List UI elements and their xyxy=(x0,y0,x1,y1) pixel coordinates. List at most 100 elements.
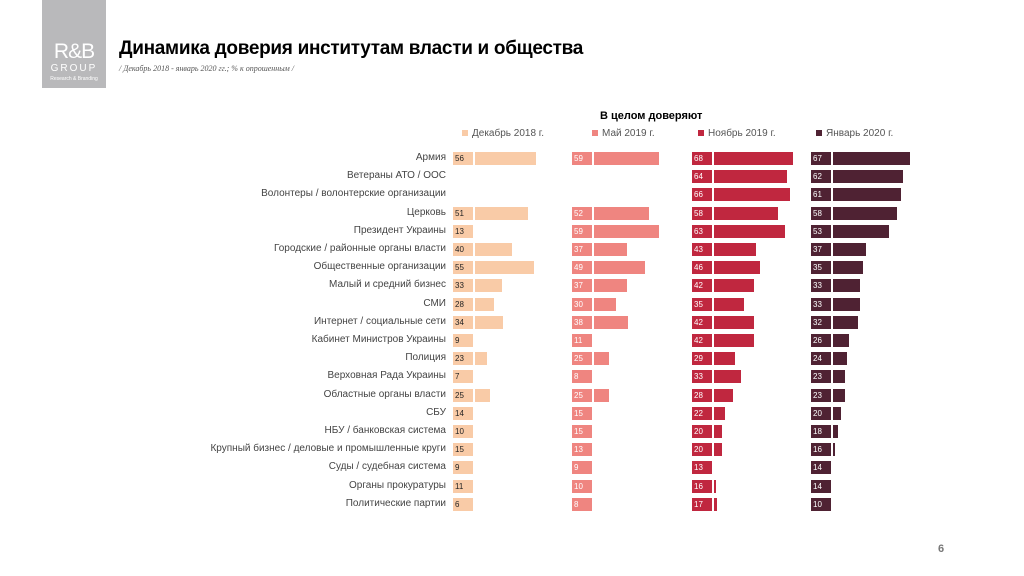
data-label: 33 xyxy=(451,279,475,293)
data-label: 11 xyxy=(570,334,594,347)
category-label: Политические партии xyxy=(345,497,446,509)
data-label: 49 xyxy=(570,261,594,275)
data-label: 24 xyxy=(809,352,833,366)
legend-swatch xyxy=(462,130,468,136)
data-label: 10 xyxy=(451,425,475,438)
data-label: 52 xyxy=(570,206,594,220)
data-label: 32 xyxy=(809,315,833,329)
data-label: 13 xyxy=(690,461,714,475)
category-label: Общественные организации xyxy=(313,261,446,273)
legend-label: Январь 2020 г. xyxy=(826,128,894,139)
category-label: Президент Украины xyxy=(353,224,446,236)
category-label: Полиция xyxy=(405,352,446,364)
data-label: 26 xyxy=(809,334,833,347)
data-label: 42 xyxy=(690,334,714,347)
data-label: 28 xyxy=(690,388,714,402)
data-label: 28 xyxy=(451,297,475,311)
bar xyxy=(811,170,903,184)
data-label: 20 xyxy=(690,425,714,438)
data-label: 13 xyxy=(451,224,475,238)
category-label: СБУ xyxy=(426,406,446,418)
legend-item: Ноябрь 2019 г. xyxy=(698,128,776,139)
category-label: Верховная Рада Украины xyxy=(327,370,447,382)
data-label: 6 xyxy=(451,497,475,511)
data-label: 43 xyxy=(690,243,714,256)
data-label: 61 xyxy=(809,188,833,202)
data-label: 55 xyxy=(451,261,475,275)
category-label: Малый и средний бизнес xyxy=(329,279,446,291)
data-label: 29 xyxy=(690,352,714,366)
data-label: 8 xyxy=(570,497,594,511)
data-label: 13 xyxy=(570,443,594,457)
legend-swatch xyxy=(816,130,822,136)
bar xyxy=(692,188,790,202)
data-label: 59 xyxy=(570,224,594,238)
page-number: 6 xyxy=(938,543,945,555)
data-label: 9 xyxy=(570,461,594,475)
category-label: НБУ / банковская система xyxy=(324,425,446,436)
data-label: 56 xyxy=(451,152,475,165)
data-label: 20 xyxy=(809,406,833,420)
data-label: 37 xyxy=(809,243,833,256)
data-label: 63 xyxy=(690,224,714,238)
data-label: 33 xyxy=(690,370,714,384)
category-label: Кабинет Министров Украины xyxy=(311,334,446,345)
data-label: 10 xyxy=(570,479,594,493)
data-label: 16 xyxy=(690,479,714,493)
page-subtitle: / Декабрь 2018 - январь 2020 гг.; % к оп… xyxy=(119,64,294,73)
category-label: Церковь xyxy=(406,206,446,218)
data-label: 11 xyxy=(451,479,475,493)
data-label: 22 xyxy=(690,406,714,420)
data-label: 35 xyxy=(690,297,714,311)
data-label: 25 xyxy=(570,352,594,366)
data-label: 42 xyxy=(690,279,714,293)
category-label: Интернет / социальные сети xyxy=(313,315,446,327)
legend-item: Май 2019 г. xyxy=(592,128,655,139)
data-label: 34 xyxy=(451,315,475,329)
data-label: 59 xyxy=(570,152,594,165)
data-label: 46 xyxy=(690,261,714,275)
data-label: 66 xyxy=(690,188,714,202)
data-label: 37 xyxy=(570,279,594,293)
data-label: 25 xyxy=(570,388,594,402)
bar xyxy=(692,224,786,238)
data-label: 7 xyxy=(451,370,475,384)
data-label: 33 xyxy=(809,297,833,311)
category-label: Армия xyxy=(415,152,446,163)
legend-label: Ноябрь 2019 г. xyxy=(708,128,776,139)
data-label: 14 xyxy=(809,479,833,493)
category-label: Крупный бизнес / деловые и промышленные … xyxy=(210,443,446,455)
data-label: 8 xyxy=(570,370,594,384)
logo-text: GROUP xyxy=(50,63,98,74)
category-label: Волонтеры / волонтерские организации xyxy=(261,188,446,200)
category-label: Ветераны АТО / ООС xyxy=(347,170,446,182)
category-label: СМИ xyxy=(423,297,446,309)
data-label: 15 xyxy=(570,406,594,420)
category-label: Областные органы власти xyxy=(323,388,446,400)
data-label: 15 xyxy=(570,425,594,438)
data-label: 53 xyxy=(809,224,833,238)
legend-label: Декабрь 2018 г. xyxy=(472,128,544,139)
data-label: 16 xyxy=(809,443,833,457)
category-label: Суды / судебная система xyxy=(328,461,446,473)
data-label: 9 xyxy=(451,461,475,475)
data-label: 9 xyxy=(451,334,475,347)
data-label: 58 xyxy=(809,206,833,220)
data-label: 20 xyxy=(690,443,714,457)
data-label: 62 xyxy=(809,170,833,184)
data-label: 14 xyxy=(451,406,475,420)
data-label: 33 xyxy=(809,279,833,293)
legend-item: Январь 2020 г. xyxy=(816,128,893,139)
data-label: 23 xyxy=(809,370,833,384)
data-label: 23 xyxy=(809,388,833,402)
data-label: 25 xyxy=(451,388,475,402)
data-label: 64 xyxy=(690,170,714,184)
data-label: 18 xyxy=(809,425,833,438)
data-label: 38 xyxy=(570,315,594,329)
data-label: 35 xyxy=(809,261,833,275)
rb-group-logo: R&B GROUP Research & Branding xyxy=(42,0,106,88)
legend-item: Декабрь 2018 г. xyxy=(462,128,544,139)
chart-title: В целом доверяют xyxy=(600,110,703,122)
data-label: 15 xyxy=(451,443,475,457)
